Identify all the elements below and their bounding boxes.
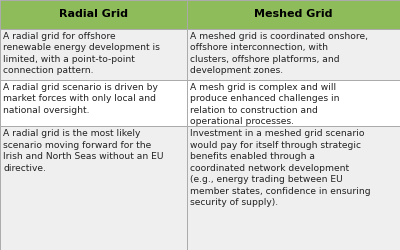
Bar xyxy=(187,80,400,126)
Bar xyxy=(0,29,187,80)
Text: A radial grid is the most likely
scenario moving forward for the
Irish and North: A radial grid is the most likely scenari… xyxy=(3,129,164,172)
Bar xyxy=(187,126,400,250)
Text: Meshed Grid: Meshed Grid xyxy=(254,9,333,20)
Text: Investment in a meshed grid scenario
would pay for itself through strategic
bene: Investment in a meshed grid scenario wou… xyxy=(190,129,371,207)
Text: A meshed grid is coordinated onshore,
offshore interconnection, with
clusters, o: A meshed grid is coordinated onshore, of… xyxy=(190,32,368,75)
Bar xyxy=(0,0,187,29)
Text: A radial grid for offshore
renewable energy development is
limited, with a point: A radial grid for offshore renewable ene… xyxy=(3,32,160,75)
Bar xyxy=(187,29,400,80)
Text: A radial grid scenario is driven by
market forces with only local and
national o: A radial grid scenario is driven by mark… xyxy=(3,83,158,115)
Text: A mesh grid is complex and will
produce enhanced challenges in
relation to const: A mesh grid is complex and will produce … xyxy=(190,83,340,126)
Bar xyxy=(187,0,400,29)
Text: Radial Grid: Radial Grid xyxy=(59,9,128,20)
Bar xyxy=(0,80,187,126)
Bar xyxy=(0,126,187,250)
